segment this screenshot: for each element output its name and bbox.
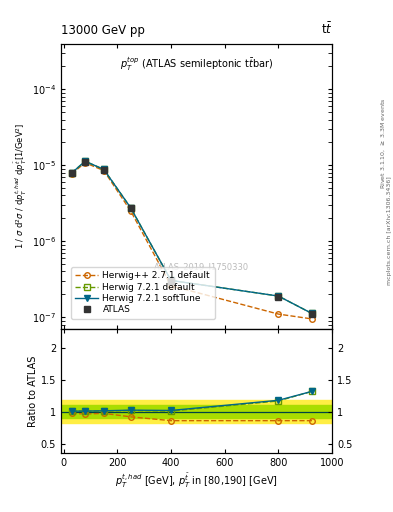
Line: ATLAS: ATLAS <box>68 158 315 317</box>
ATLAS <box>83 158 87 164</box>
Herwig 7.2.1 default <box>129 205 133 211</box>
ATLAS <box>69 170 74 177</box>
Herwig++ 2.7.1 default <box>276 311 281 317</box>
Text: t$\bar{t}$: t$\bar{t}$ <box>321 22 332 37</box>
Herwig 7.2.1 softTune <box>69 170 74 176</box>
ATLAS <box>129 205 133 211</box>
Herwig 7.2.1 default <box>169 278 173 284</box>
Legend: Herwig++ 2.7.1 default, Herwig 7.2.1 default, Herwig 7.2.1 softTune, ATLAS: Herwig++ 2.7.1 default, Herwig 7.2.1 def… <box>71 267 215 319</box>
Herwig++ 2.7.1 default <box>310 316 314 322</box>
Herwig 7.2.1 default <box>101 166 106 173</box>
Herwig 7.2.1 default <box>83 158 87 164</box>
Y-axis label: 1 / $\sigma$ d$^2\sigma$ / d$p_T^{t,had}$ d$p_T^{\bar{t}}$[1/GeV$^2$]: 1 / $\sigma$ d$^2\sigma$ / d$p_T^{t,had}… <box>13 123 29 249</box>
Herwig 7.2.1 softTune <box>101 166 106 173</box>
Line: Herwig 7.2.1 softTune: Herwig 7.2.1 softTune <box>69 158 315 316</box>
Text: ATLAS_2019_I1750330: ATLAS_2019_I1750330 <box>154 262 250 271</box>
Herwig++ 2.7.1 default <box>169 283 173 289</box>
ATLAS <box>101 167 106 173</box>
Herwig 7.2.1 softTune <box>169 278 173 284</box>
Herwig++ 2.7.1 default <box>101 167 106 174</box>
Herwig 7.2.1 softTune <box>83 158 87 164</box>
Text: 13000 GeV pp: 13000 GeV pp <box>61 24 145 37</box>
Herwig 7.2.1 softTune <box>276 293 281 299</box>
Line: Herwig 7.2.1 default: Herwig 7.2.1 default <box>69 158 315 316</box>
Herwig 7.2.1 default <box>69 170 74 176</box>
Line: Herwig++ 2.7.1 default: Herwig++ 2.7.1 default <box>69 160 315 322</box>
Herwig++ 2.7.1 default <box>69 171 74 177</box>
X-axis label: $p_T^{t,had}$ [GeV], $p_T^{\bar{t}}$ in [80,190] [GeV]: $p_T^{t,had}$ [GeV], $p_T^{\bar{t}}$ in … <box>115 472 278 490</box>
Text: Rivet 3.1.10, $\geq$ 3.3M events: Rivet 3.1.10, $\geq$ 3.3M events <box>379 98 387 189</box>
Y-axis label: Ratio to ATLAS: Ratio to ATLAS <box>28 355 38 426</box>
Text: mcplots.cern.ch [arXiv:1306.3436]: mcplots.cern.ch [arXiv:1306.3436] <box>387 176 391 285</box>
ATLAS <box>310 311 314 317</box>
Herwig 7.2.1 default <box>276 293 281 299</box>
Herwig 7.2.1 softTune <box>129 205 133 211</box>
ATLAS <box>276 294 281 300</box>
Herwig++ 2.7.1 default <box>129 208 133 214</box>
Herwig 7.2.1 softTune <box>310 310 314 316</box>
Herwig++ 2.7.1 default <box>83 160 87 166</box>
Herwig 7.2.1 default <box>310 310 314 316</box>
Text: $p_T^{top}$ (ATLAS semileptonic t$\bar{t}$bar): $p_T^{top}$ (ATLAS semileptonic t$\bar{t… <box>120 55 273 73</box>
ATLAS <box>169 278 173 284</box>
